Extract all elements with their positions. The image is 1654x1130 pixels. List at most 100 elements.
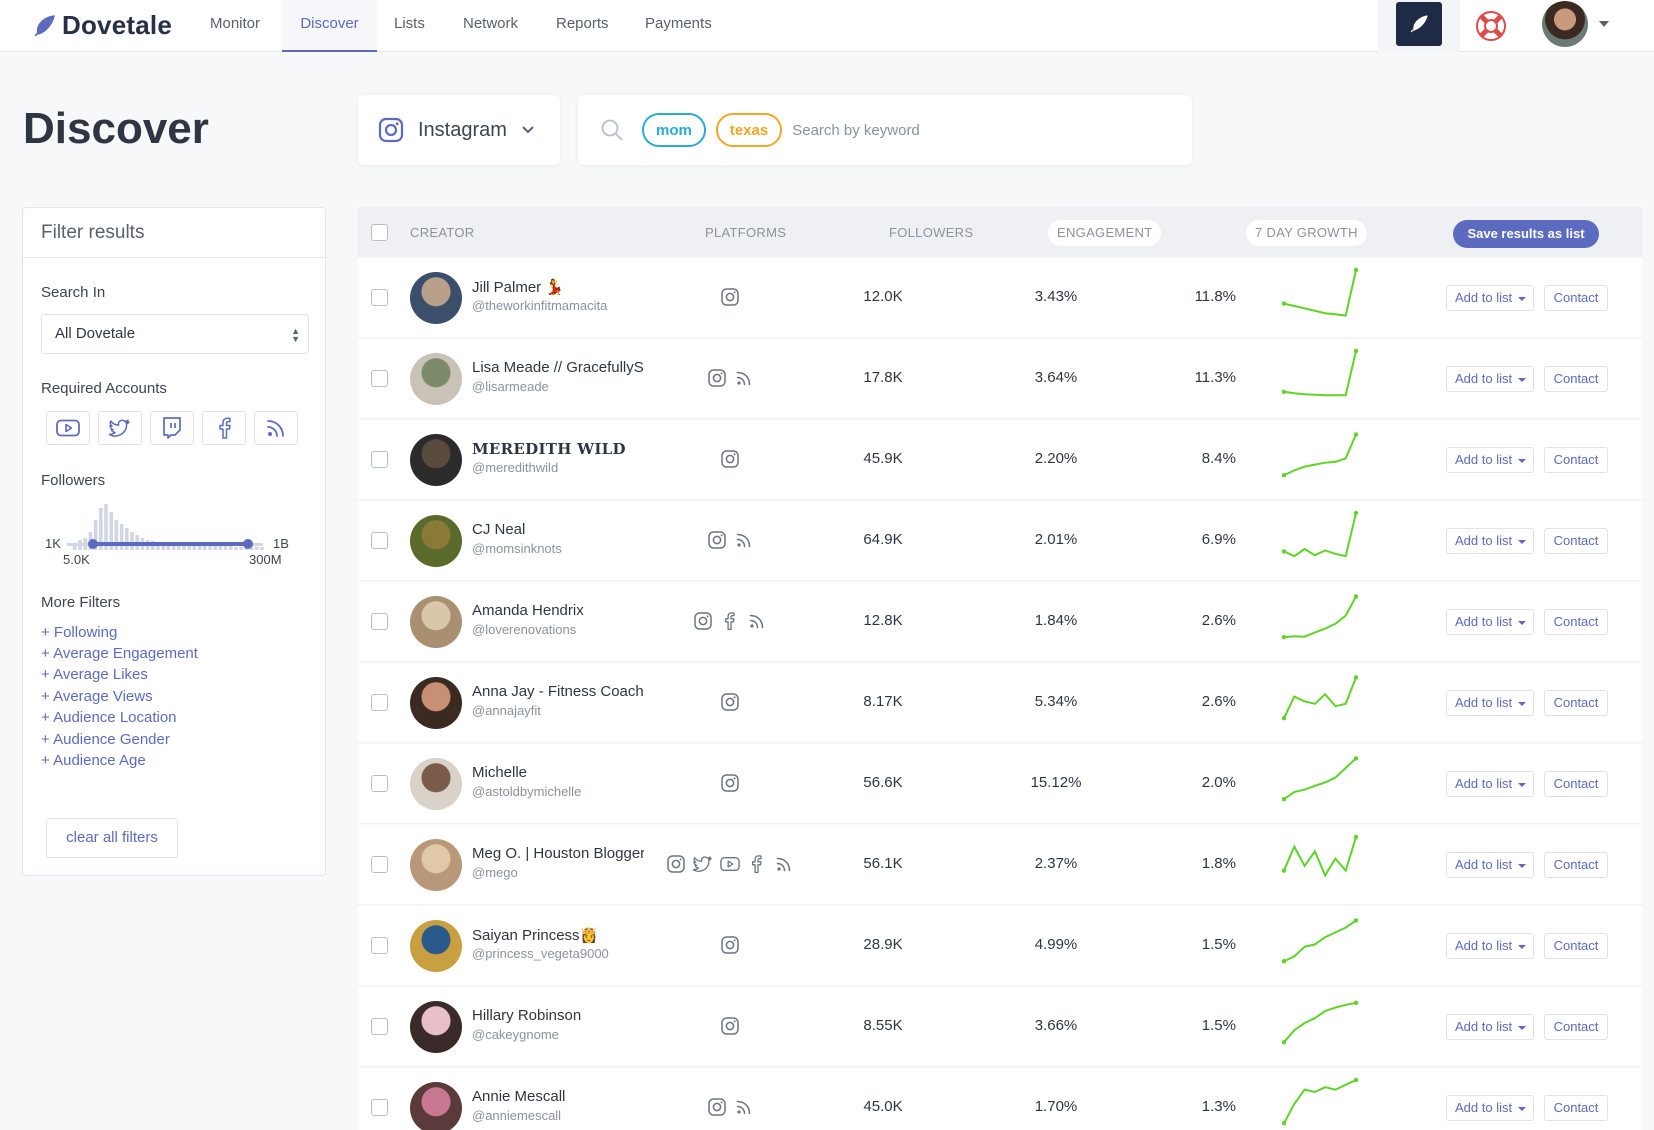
row-checkbox[interactable]: [371, 937, 388, 954]
require-facebook-button[interactable]: [202, 411, 246, 445]
nav-monitor[interactable]: Monitor: [210, 15, 261, 32]
chevron-down-icon[interactable]: [1599, 21, 1609, 27]
creator-avatar[interactable]: [410, 515, 462, 567]
add-to-list-button[interactable]: Add to list: [1446, 447, 1534, 473]
add-to-list-button[interactable]: Add to list: [1446, 771, 1534, 797]
brand[interactable]: Dovetale: [30, 10, 172, 41]
row-checkbox[interactable]: [371, 613, 388, 630]
contact-button[interactable]: Contact: [1544, 1014, 1608, 1040]
filter-average-engagement-link[interactable]: + Average Engagement: [41, 645, 198, 662]
table-row[interactable]: Lisa Meade // GracefullyS @lisarmeade 17.8…: [358, 339, 1642, 419]
creator-name[interactable]: Hillary Robinson: [472, 1007, 582, 1024]
table-row[interactable]: MEREDITH WILD @meredithwild 45.9K 2.20% 8.4%…: [358, 420, 1642, 500]
user-avatar[interactable]: [1542, 1, 1588, 47]
column-7-day-growth[interactable]: 7 DAY GROWTH: [1246, 220, 1367, 246]
add-to-list-button[interactable]: Add to list: [1446, 609, 1534, 635]
creator-avatar[interactable]: [410, 272, 462, 324]
creator-name[interactable]: Jill Palmer 💃: [472, 279, 565, 296]
row-checkbox[interactable]: [371, 289, 388, 306]
creator-name[interactable]: Annie Mescall: [472, 1088, 566, 1105]
keyword-chip-texas[interactable]: texas: [715, 113, 783, 147]
creator-name[interactable]: CJ Neal: [472, 521, 526, 538]
creator-name[interactable]: Michelle: [472, 764, 528, 781]
require-youtube-button[interactable]: [46, 411, 90, 445]
creator-name[interactable]: Meg O. | Houston Blogger: [472, 845, 644, 862]
table-row[interactable]: Meg O. | Houston Blogger @mego 56.1K 2.37% 1…: [358, 825, 1642, 905]
contact-button[interactable]: Contact: [1544, 1095, 1608, 1121]
select-all-checkbox[interactable]: [371, 224, 388, 241]
creator-avatar[interactable]: [410, 920, 462, 972]
table-row[interactable]: Annie Mescall @anniemescall 45.0K 1.70% 1.3%…: [358, 1068, 1642, 1130]
contact-button[interactable]: Contact: [1544, 447, 1608, 473]
row-checkbox[interactable]: [371, 1018, 388, 1035]
creator-name[interactable]: Amanda Hendrix: [472, 602, 584, 619]
column-followers[interactable]: FOLLOWERS: [889, 225, 974, 240]
add-to-list-button[interactable]: Add to list: [1446, 1095, 1534, 1121]
clear-filters-button[interactable]: clear all filters: [46, 818, 178, 858]
require-twitter-button[interactable]: [98, 411, 142, 445]
filter-average-likes-link[interactable]: + Average Likes: [41, 666, 148, 683]
row-checkbox[interactable]: [371, 1099, 388, 1116]
table-row[interactable]: Saiyan Princess👸 @princess_vegeta9000 28.9…: [358, 906, 1642, 986]
followers-slider-min-handle[interactable]: [88, 539, 98, 549]
table-row[interactable]: Hillary Robinson @cakeygnome 8.55K 3.66% 1.5…: [358, 987, 1642, 1067]
creator-avatar[interactable]: [410, 353, 462, 405]
table-row[interactable]: Anna Jay - Fitness Coach @annajayfit 8.17K…: [358, 663, 1642, 743]
table-row[interactable]: Amanda Hendrix @loverenovations 12.8K 1.84%…: [358, 582, 1642, 662]
add-to-list-button[interactable]: Add to list: [1446, 1014, 1534, 1040]
save-results-as-list-button[interactable]: Save results as list: [1453, 220, 1599, 248]
filter-following-link[interactable]: + Following: [41, 624, 118, 641]
add-to-list-button[interactable]: Add to list: [1446, 690, 1534, 716]
add-to-list-button[interactable]: Add to list: [1446, 285, 1534, 311]
column-creator[interactable]: CREATOR: [410, 225, 475, 240]
add-to-list-button[interactable]: Add to list: [1446, 852, 1534, 878]
creator-avatar[interactable]: [410, 677, 462, 729]
contact-button[interactable]: Contact: [1544, 366, 1608, 392]
row-checkbox[interactable]: [371, 775, 388, 792]
row-checkbox[interactable]: [371, 694, 388, 711]
creator-name[interactable]: Saiyan Princess👸: [472, 927, 599, 944]
creator-name[interactable]: MEREDITH WILD: [472, 440, 626, 458]
followers-slider-max-handle[interactable]: [243, 539, 253, 549]
creator-avatar[interactable]: [410, 758, 462, 810]
column-engagement[interactable]: ENGAGEMENT: [1048, 220, 1162, 246]
nav-lists[interactable]: Lists: [394, 15, 425, 32]
creator-avatar[interactable]: [410, 434, 462, 486]
contact-button[interactable]: Contact: [1544, 933, 1608, 959]
creator-avatar[interactable]: [410, 839, 462, 891]
add-to-list-button[interactable]: Add to list: [1446, 366, 1534, 392]
contact-button[interactable]: Contact: [1544, 609, 1608, 635]
nav-network[interactable]: Network: [463, 15, 519, 32]
search-input[interactable]: [792, 121, 1093, 139]
creator-avatar[interactable]: [410, 1082, 462, 1130]
row-checkbox[interactable]: [371, 856, 388, 873]
contact-button[interactable]: Contact: [1544, 285, 1608, 311]
nav-payments[interactable]: Payments: [645, 15, 712, 32]
contact-button[interactable]: Contact: [1544, 690, 1608, 716]
contact-button[interactable]: Contact: [1544, 852, 1608, 878]
creator-name[interactable]: Lisa Meade // GracefullyS: [472, 359, 644, 376]
table-row[interactable]: Jill Palmer 💃 @theworkinfitmamacita 12.0K 3…: [358, 258, 1642, 338]
table-row[interactable]: CJ Neal @momsinknots 64.9K 2.01% 6.9% Add to …: [358, 501, 1642, 581]
lifebuoy-help-icon[interactable]: [1474, 9, 1508, 43]
add-to-list-button[interactable]: Add to list: [1446, 528, 1534, 554]
filter-audience-gender-link[interactable]: + Audience Gender: [41, 731, 170, 748]
row-checkbox[interactable]: [371, 451, 388, 468]
require-rss-button[interactable]: [254, 411, 298, 445]
nav-discover[interactable]: Discover: [282, 0, 377, 52]
add-to-list-button[interactable]: Add to list: [1446, 933, 1534, 959]
filter-audience-age-link[interactable]: + Audience Age: [41, 752, 146, 769]
row-checkbox[interactable]: [371, 532, 388, 549]
keyword-chip-mom[interactable]: mom: [642, 113, 706, 147]
compose-button[interactable]: [1396, 2, 1442, 46]
creator-avatar[interactable]: [410, 596, 462, 648]
row-checkbox[interactable]: [371, 370, 388, 387]
contact-button[interactable]: Contact: [1544, 771, 1608, 797]
nav-reports[interactable]: Reports: [556, 15, 609, 32]
search-in-select[interactable]: All Dovetale ▲ ▼: [41, 314, 309, 354]
filter-average-views-link[interactable]: + Average Views: [41, 688, 153, 705]
creator-name[interactable]: Anna Jay - Fitness Coach: [472, 683, 644, 700]
require-twitch-button[interactable]: [150, 411, 194, 445]
contact-button[interactable]: Contact: [1544, 528, 1608, 554]
table-row[interactable]: Michelle @astoldbymichelle 56.6K 15.12% 2.0%…: [358, 744, 1642, 824]
